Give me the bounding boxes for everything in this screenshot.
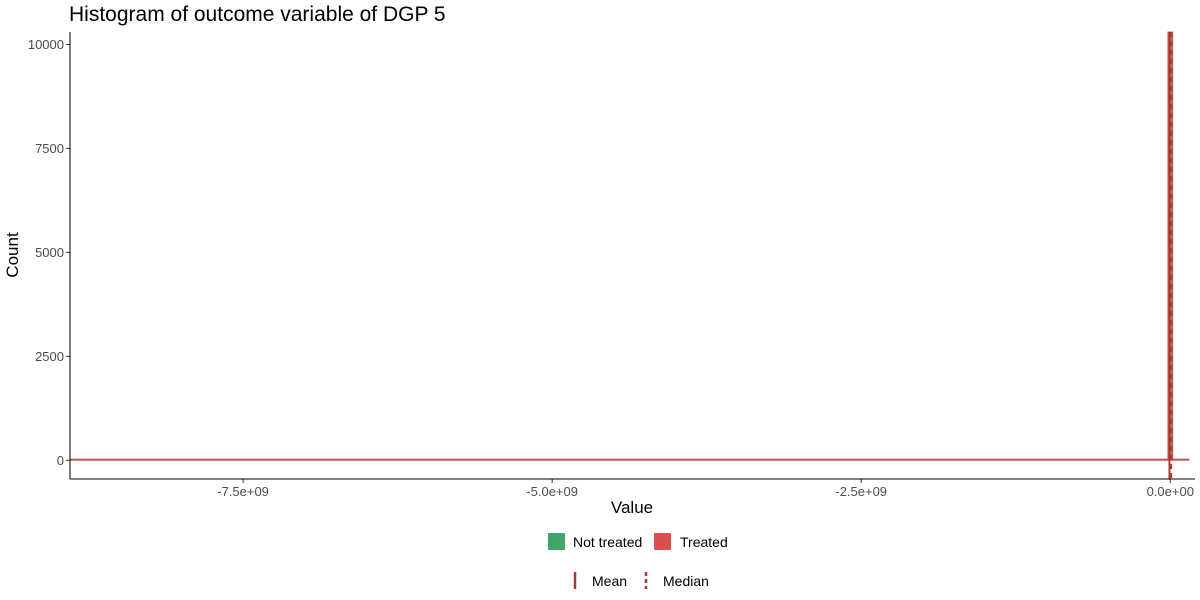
hist-bar-treated-0 — [69, 458, 1169, 461]
y-tick-label-0: 0 — [57, 453, 64, 468]
y-axis-ticks: 0 2500 5000 7500 10000 — [28, 37, 70, 468]
x-axis-title: Value — [611, 498, 653, 517]
legend-lines: Mean Median — [573, 572, 709, 589]
legend-label-median: Median — [663, 573, 709, 589]
x-tick-label-1: -5.0e+09 — [526, 484, 578, 499]
y-axis-title: Count — [3, 232, 22, 278]
y-tick-label-3: 7500 — [35, 141, 64, 156]
x-tick-label-0: -7.5e+09 — [217, 484, 269, 499]
y-tick-label-2: 5000 — [35, 245, 64, 260]
legend-swatch-treated — [654, 533, 671, 550]
y-tick-label-4: 10000 — [28, 37, 64, 52]
legend-swatch-not-treated — [548, 533, 565, 550]
legend-fill: Not treated Treated — [548, 533, 728, 550]
legend-label-treated: Treated — [680, 534, 728, 550]
x-axis-ticks: -7.5e+09 -5.0e+09 -2.5e+09 0.0e+00 — [217, 479, 1194, 499]
legend-label-not-treated: Not treated — [573, 534, 642, 550]
legend-label-mean: Mean — [592, 573, 627, 589]
x-tick-label-3: 0.0e+00 — [1147, 484, 1194, 499]
plot-area — [69, 31, 1190, 479]
x-tick-label-2: -2.5e+09 — [835, 484, 887, 499]
hist-bar-treated-2 — [1172, 458, 1190, 461]
chart-title: Histogram of outcome variable of DGP 5 — [69, 3, 446, 26]
y-tick-label-1: 2500 — [35, 349, 64, 364]
